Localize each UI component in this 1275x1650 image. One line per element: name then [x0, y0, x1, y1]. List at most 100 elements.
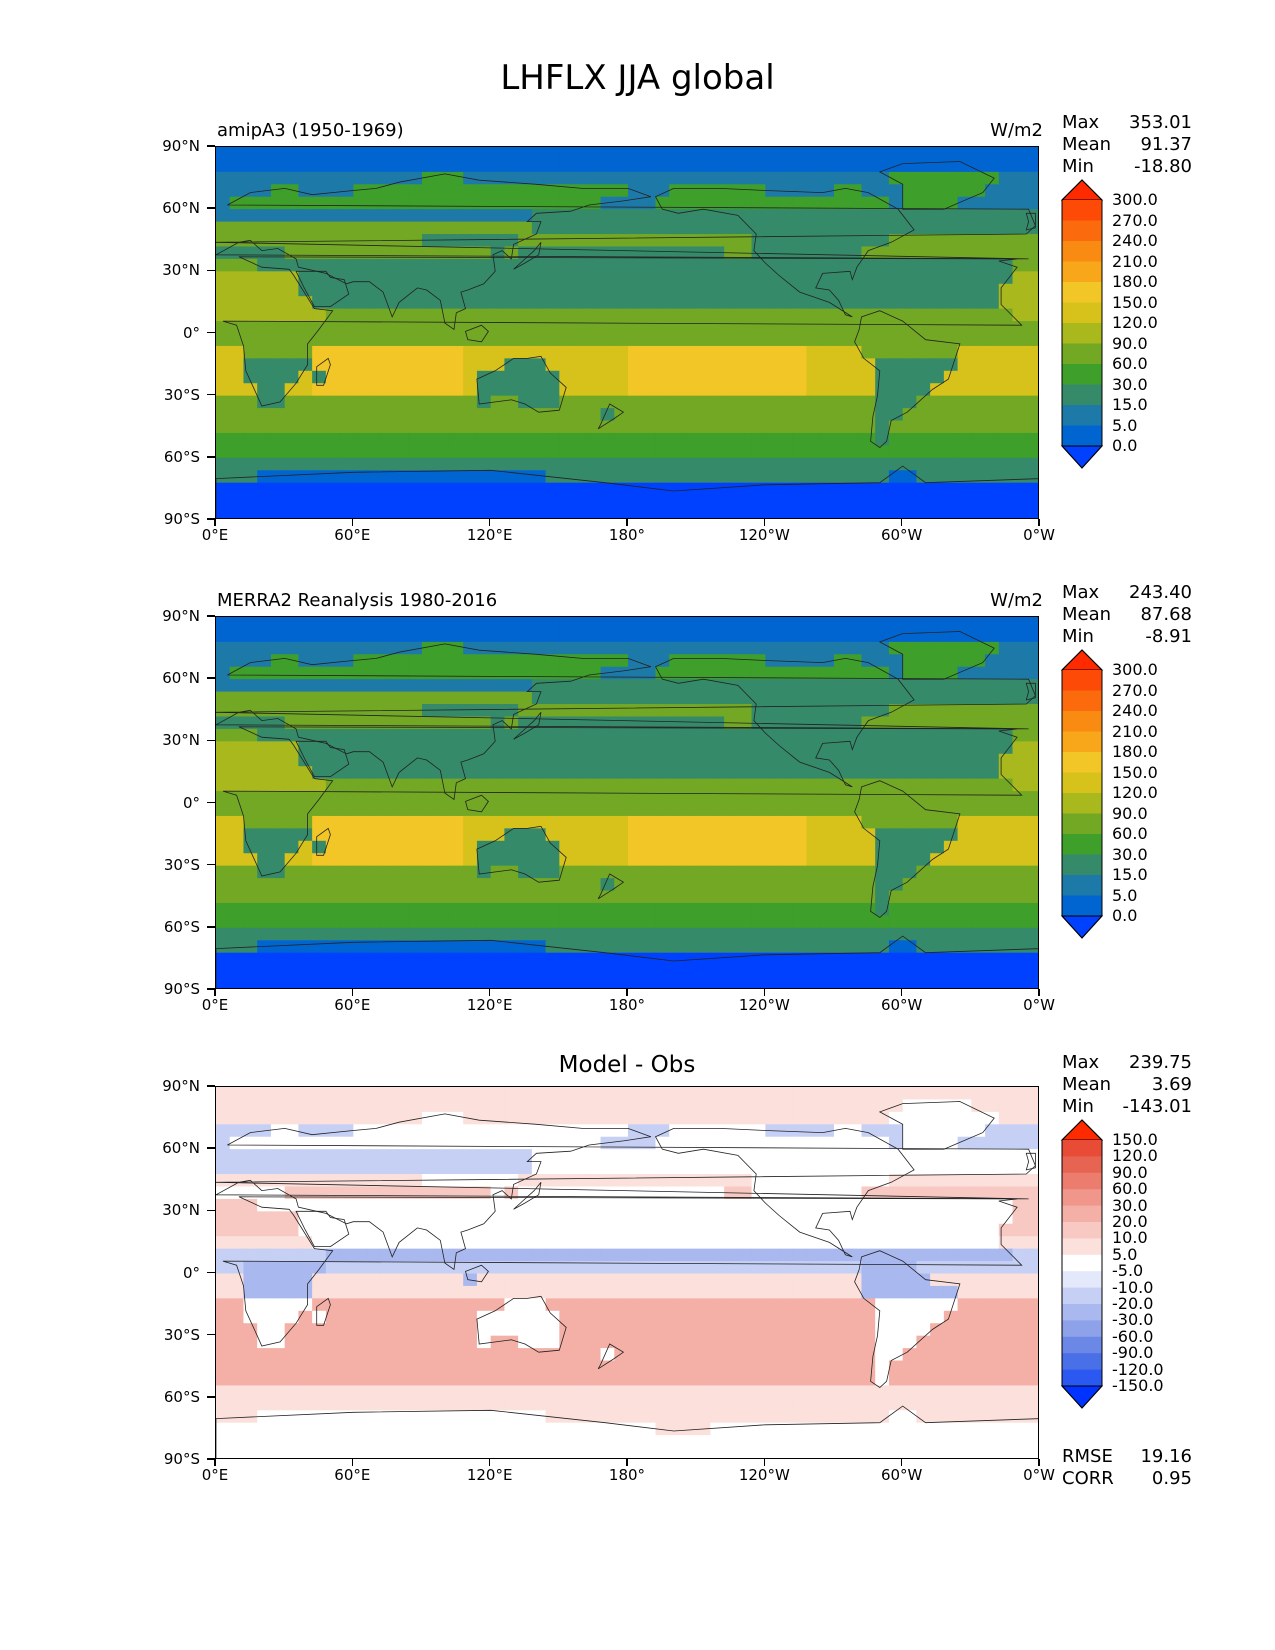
field-cell	[655, 1285, 670, 1299]
colorbar-segment	[1062, 731, 1102, 753]
field-cell	[559, 902, 574, 916]
field-cell	[229, 791, 245, 805]
field-cell	[600, 1136, 615, 1150]
field-cell	[751, 1087, 766, 1101]
field-cell	[353, 432, 368, 446]
field-cell	[422, 271, 437, 285]
field-cell	[696, 1248, 711, 1262]
field-cell	[888, 1211, 904, 1225]
field-cell	[971, 457, 986, 471]
field-cell	[998, 629, 1014, 643]
field-cell	[394, 1211, 409, 1225]
field-cell	[971, 1124, 986, 1138]
field-cell	[531, 383, 547, 397]
field-cell	[586, 308, 602, 322]
field-cell	[792, 1298, 808, 1312]
field-cell	[353, 370, 368, 384]
field-cell	[971, 184, 986, 198]
field-cell	[957, 408, 972, 422]
field-cell	[696, 641, 711, 655]
field-cell	[737, 1211, 753, 1225]
coastline	[216, 643, 1036, 801]
field-cell	[545, 1198, 560, 1212]
field-cell	[559, 1273, 574, 1287]
field-cell	[476, 890, 492, 904]
field-cell	[737, 853, 753, 867]
field-cell	[243, 1149, 258, 1163]
field-cell	[518, 1310, 533, 1324]
field-cell	[696, 470, 711, 484]
y-tick-label: 0°	[182, 793, 200, 812]
field-cell	[545, 171, 560, 185]
field-cell	[737, 617, 753, 631]
field-cell	[586, 1310, 602, 1324]
field-cell	[559, 791, 574, 805]
field-cell	[257, 691, 272, 705]
field-cell	[806, 1136, 821, 1150]
field-cell	[422, 815, 437, 829]
field-cell	[641, 878, 657, 892]
field-cell	[490, 234, 505, 248]
field-cell	[820, 321, 835, 335]
field-cell	[641, 741, 657, 755]
field-cell	[284, 927, 299, 941]
field-cell	[861, 766, 876, 780]
field-cell	[270, 915, 286, 929]
field-cell	[504, 1273, 519, 1287]
field-cell	[779, 234, 794, 248]
field-cell	[531, 741, 547, 755]
field-cell	[353, 308, 368, 322]
field-cell	[930, 296, 945, 310]
field-cell	[1012, 654, 1027, 668]
field-cell	[724, 234, 739, 248]
figure-title: LHFLX JJA global	[500, 58, 775, 98]
field-cell	[243, 246, 258, 260]
field-cell	[476, 1236, 492, 1250]
field-cell	[586, 878, 602, 892]
field-cell	[490, 865, 505, 879]
field-cells	[216, 617, 1038, 988]
field-cell	[655, 679, 670, 693]
field-cell	[861, 1198, 876, 1212]
field-cell	[834, 1087, 849, 1101]
field-cell	[861, 333, 876, 347]
colorbar-segment	[1062, 875, 1102, 896]
field-cell	[682, 828, 698, 842]
field-cell	[724, 741, 739, 755]
field-cell	[270, 828, 286, 842]
field-cell	[463, 221, 478, 235]
field-cell	[600, 432, 615, 446]
field-cell	[284, 283, 299, 297]
field-cell	[888, 927, 904, 941]
field-cell	[943, 666, 959, 680]
field-cell	[573, 1099, 588, 1113]
field-cell	[367, 1161, 382, 1175]
field-cell	[930, 617, 945, 631]
field-cell	[531, 370, 547, 384]
field-cell	[476, 1111, 492, 1125]
field-cell	[339, 196, 354, 210]
field-cell	[779, 728, 794, 742]
field-cell	[682, 184, 698, 198]
field-cell	[971, 1149, 986, 1163]
field-cell	[504, 1174, 519, 1188]
field-cell	[284, 308, 299, 322]
field-cell	[298, 370, 313, 384]
field-cell	[724, 1198, 739, 1212]
field-cell	[504, 221, 519, 235]
field-cell	[792, 1323, 808, 1337]
field-cell	[284, 147, 299, 161]
field-cell	[957, 915, 972, 929]
colorbar-segment	[1062, 282, 1102, 303]
max-value: 243.40	[1129, 582, 1192, 603]
field-cell	[531, 840, 547, 854]
field-cell	[1026, 728, 1038, 742]
field-cell	[655, 940, 670, 954]
field-cell	[875, 1323, 890, 1337]
field-cell	[394, 420, 409, 434]
field-cell	[490, 1087, 505, 1101]
field-cell	[847, 495, 863, 509]
field-cell	[614, 171, 629, 185]
field-cell	[806, 395, 821, 409]
field-cell	[682, 408, 698, 422]
